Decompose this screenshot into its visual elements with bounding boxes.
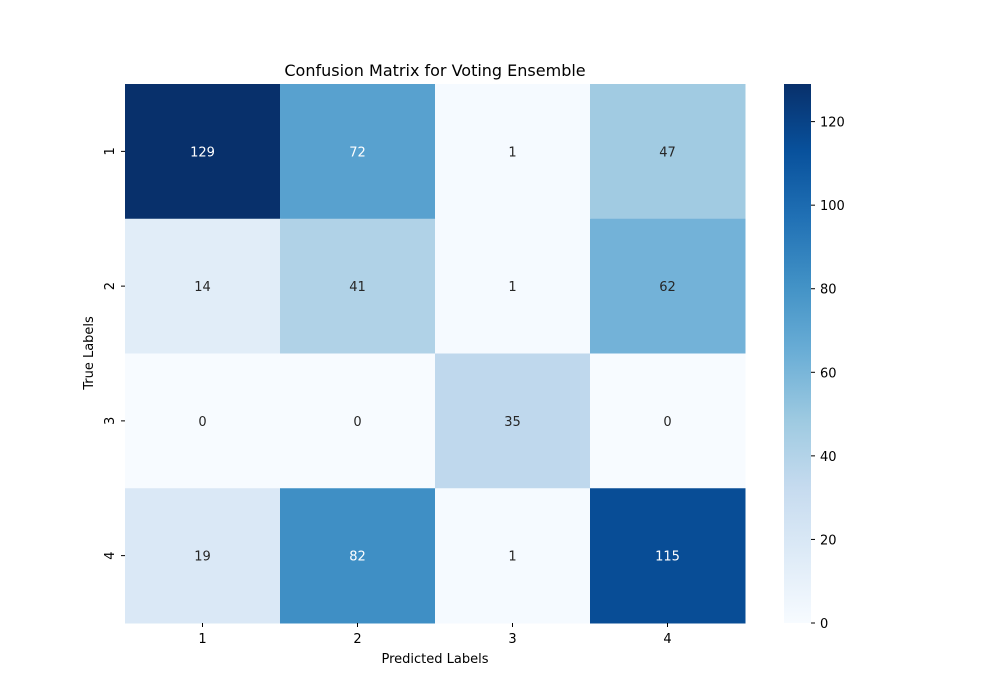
y-axis-label: True Labels xyxy=(82,316,97,391)
colorbar-tick-label: 120 xyxy=(820,116,845,131)
heatmap-cell xyxy=(590,353,746,489)
heatmap-cell xyxy=(125,353,281,489)
cell-value-label: 62 xyxy=(659,280,676,295)
heatmap-cell xyxy=(435,218,591,354)
colorbar-tick-label: 20 xyxy=(820,533,837,548)
y-axis-ticks: 1 2 3 4 xyxy=(103,147,125,560)
heatmap-cell xyxy=(280,218,436,354)
heatmap-cell xyxy=(435,84,591,220)
cell-value-label: 19 xyxy=(194,550,211,565)
colorbar-tick-label: 100 xyxy=(820,199,845,214)
cell-value-label: 1 xyxy=(508,280,516,295)
heatmap-cell xyxy=(435,353,591,489)
cell-value-label: 14 xyxy=(194,280,211,295)
y-tick-label: 1 xyxy=(103,147,118,155)
heatmap-cell xyxy=(125,488,281,624)
x-tick-label: 4 xyxy=(663,632,671,647)
x-tick-label: 1 xyxy=(198,632,206,647)
heatmap-cells: 129 72 1 47 14 41 1 62 0 0 35 0 19 82 1 115 xyxy=(125,84,746,624)
cell-value-label: 0 xyxy=(198,415,206,430)
x-axis-label: Predicted Labels xyxy=(381,652,488,667)
cell-value-label: 35 xyxy=(504,415,521,430)
heatmap-cell xyxy=(590,84,746,220)
cell-value-label: 47 xyxy=(659,145,676,160)
heatmap-cell xyxy=(280,84,436,220)
heatmap-cell xyxy=(590,218,746,354)
colorbar-tick-label: 80 xyxy=(820,283,837,298)
colorbar-tick-label: 60 xyxy=(820,366,837,381)
cell-value-label: 41 xyxy=(349,280,366,295)
heatmap-cell xyxy=(435,488,591,624)
colorbar-ticks: 0 20 40 60 80 100 120 xyxy=(811,116,845,632)
cell-value-label: 82 xyxy=(349,550,366,565)
y-tick-label: 3 xyxy=(103,417,118,425)
cell-value-label: 1 xyxy=(508,145,516,160)
x-axis-ticks: 1 2 3 4 xyxy=(198,623,672,647)
y-tick-label: 4 xyxy=(103,551,118,559)
colorbar-tick-label: 40 xyxy=(820,450,837,465)
cell-value-label: 0 xyxy=(663,415,671,430)
x-tick-label: 3 xyxy=(508,632,516,647)
heatmap-cell xyxy=(125,218,281,354)
heatmap-cell xyxy=(280,488,436,624)
colorbar-tick-label: 0 xyxy=(820,617,828,632)
heatmap-cell xyxy=(280,353,436,489)
colorbar xyxy=(784,84,811,623)
heatmap-cell xyxy=(125,84,281,220)
x-tick-label: 2 xyxy=(353,632,361,647)
cell-value-label: 115 xyxy=(655,550,680,565)
cell-value-label: 72 xyxy=(349,145,366,160)
cell-value-label: 0 xyxy=(353,415,361,430)
cell-value-label: 129 xyxy=(190,145,215,160)
chart-title: Confusion Matrix for Voting Ensemble xyxy=(284,61,585,80)
y-tick-label: 2 xyxy=(103,282,118,290)
cell-value-label: 1 xyxy=(508,550,516,565)
heatmap-cell xyxy=(590,488,746,624)
